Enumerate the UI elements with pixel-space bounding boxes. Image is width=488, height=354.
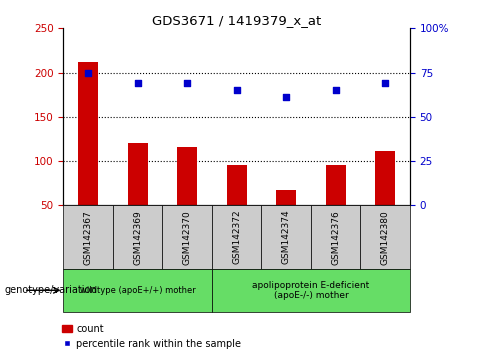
Text: GSM142376: GSM142376 xyxy=(331,210,340,264)
Text: genotype/variation: genotype/variation xyxy=(5,285,98,295)
Text: GSM142380: GSM142380 xyxy=(381,210,390,264)
Bar xyxy=(276,190,296,205)
Point xyxy=(381,80,389,86)
Bar xyxy=(63,205,113,269)
Title: GDS3671 / 1419379_x_at: GDS3671 / 1419379_x_at xyxy=(152,14,321,27)
Text: wildtype (apoE+/+) mother: wildtype (apoE+/+) mother xyxy=(80,286,196,295)
Bar xyxy=(361,205,410,269)
Text: GSM142374: GSM142374 xyxy=(282,210,291,264)
Text: GSM142370: GSM142370 xyxy=(183,210,192,264)
Text: GSM142369: GSM142369 xyxy=(133,210,142,264)
Bar xyxy=(113,205,163,269)
Bar xyxy=(177,147,197,205)
Legend: count, percentile rank within the sample: count, percentile rank within the sample xyxy=(59,320,245,353)
Point xyxy=(183,80,191,86)
Point xyxy=(134,80,142,86)
Bar xyxy=(128,143,147,205)
Bar xyxy=(78,62,98,205)
Bar xyxy=(212,269,410,312)
Text: GSM142367: GSM142367 xyxy=(83,210,93,264)
Point xyxy=(282,95,290,100)
Bar xyxy=(163,205,212,269)
Bar xyxy=(375,152,395,205)
Point xyxy=(233,87,241,93)
Bar xyxy=(212,205,262,269)
Bar xyxy=(326,165,346,205)
Text: apolipoprotein E-deficient
(apoE-/-) mother: apolipoprotein E-deficient (apoE-/-) mot… xyxy=(252,281,369,300)
Text: GSM142372: GSM142372 xyxy=(232,210,241,264)
Bar xyxy=(262,205,311,269)
Bar xyxy=(227,165,246,205)
Bar xyxy=(311,205,361,269)
Point xyxy=(332,87,340,93)
Point xyxy=(84,70,92,75)
Bar xyxy=(63,269,212,312)
